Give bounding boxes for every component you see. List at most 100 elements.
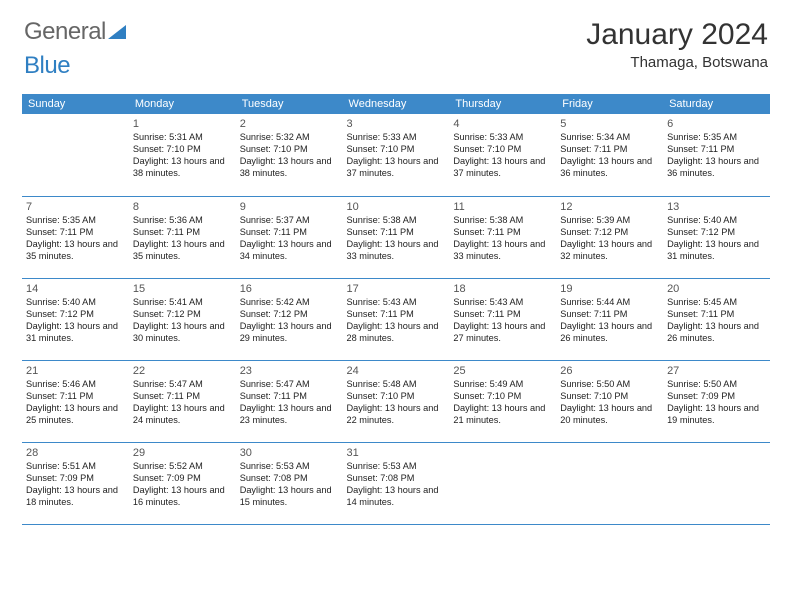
calendar-cell: 23Sunrise: 5:47 AMSunset: 7:11 PMDayligh… — [236, 360, 343, 442]
daylight-line: Daylight: 13 hours and 37 minutes. — [347, 156, 446, 180]
sunset-line: Sunset: 7:11 PM — [560, 309, 659, 321]
sunset-line: Sunset: 7:10 PM — [347, 391, 446, 403]
page-title: January 2024 — [586, 18, 768, 52]
daylight-line: Daylight: 13 hours and 23 minutes. — [240, 403, 339, 427]
day-number: 25 — [453, 364, 552, 378]
calendar-header-row: SundayMondayTuesdayWednesdayThursdayFrid… — [22, 94, 770, 114]
daylight-line: Daylight: 13 hours and 24 minutes. — [133, 403, 232, 427]
daylight-line: Daylight: 13 hours and 25 minutes. — [26, 403, 125, 427]
day-number: 16 — [240, 282, 339, 296]
daylight-line: Daylight: 13 hours and 28 minutes. — [347, 321, 446, 345]
daylight-line: Daylight: 13 hours and 38 minutes. — [240, 156, 339, 180]
sunrise-line: Sunrise: 5:50 AM — [667, 379, 766, 391]
day-number: 9 — [240, 200, 339, 214]
sunset-line: Sunset: 7:11 PM — [667, 309, 766, 321]
daylight-line: Daylight: 13 hours and 33 minutes. — [347, 239, 446, 263]
calendar-cell: 18Sunrise: 5:43 AMSunset: 7:11 PMDayligh… — [449, 278, 556, 360]
daylight-line: Daylight: 13 hours and 30 minutes. — [133, 321, 232, 345]
daylight-line: Daylight: 13 hours and 21 minutes. — [453, 403, 552, 427]
day-number: 14 — [26, 282, 125, 296]
sunset-line: Sunset: 7:10 PM — [453, 144, 552, 156]
calendar-cell: 7Sunrise: 5:35 AMSunset: 7:11 PMDaylight… — [22, 196, 129, 278]
sunset-line: Sunset: 7:11 PM — [26, 227, 125, 239]
day-number: 29 — [133, 446, 232, 460]
calendar-cell: 9Sunrise: 5:37 AMSunset: 7:11 PMDaylight… — [236, 196, 343, 278]
day-number: 4 — [453, 117, 552, 131]
sunrise-line: Sunrise: 5:31 AM — [133, 132, 232, 144]
calendar-cell: 17Sunrise: 5:43 AMSunset: 7:11 PMDayligh… — [343, 278, 450, 360]
sunrise-line: Sunrise: 5:52 AM — [133, 461, 232, 473]
sunrise-line: Sunrise: 5:51 AM — [26, 461, 125, 473]
sunset-line: Sunset: 7:12 PM — [240, 309, 339, 321]
day-number: 21 — [26, 364, 125, 378]
sunset-line: Sunset: 7:10 PM — [240, 144, 339, 156]
daylight-line: Daylight: 13 hours and 35 minutes. — [26, 239, 125, 263]
day-header: Tuesday — [236, 94, 343, 114]
day-header: Saturday — [663, 94, 770, 114]
daylight-line: Daylight: 13 hours and 14 minutes. — [347, 485, 446, 509]
daylight-line: Daylight: 13 hours and 22 minutes. — [347, 403, 446, 427]
logo-triangle-icon — [108, 18, 126, 46]
sunrise-line: Sunrise: 5:45 AM — [667, 297, 766, 309]
sunrise-line: Sunrise: 5:38 AM — [347, 215, 446, 227]
sunrise-line: Sunrise: 5:34 AM — [560, 132, 659, 144]
day-number: 17 — [347, 282, 446, 296]
calendar-cell: 29Sunrise: 5:52 AMSunset: 7:09 PMDayligh… — [129, 442, 236, 524]
sunrise-line: Sunrise: 5:50 AM — [560, 379, 659, 391]
daylight-line: Daylight: 13 hours and 38 minutes. — [133, 156, 232, 180]
header: GeneralBlue January 2024 Thamaga, Botswa… — [0, 0, 792, 88]
daylight-line: Daylight: 13 hours and 20 minutes. — [560, 403, 659, 427]
sunset-line: Sunset: 7:09 PM — [133, 473, 232, 485]
daylight-line: Daylight: 13 hours and 29 minutes. — [240, 321, 339, 345]
daylight-line: Daylight: 13 hours and 36 minutes. — [560, 156, 659, 180]
day-number: 24 — [347, 364, 446, 378]
sunset-line: Sunset: 7:11 PM — [240, 391, 339, 403]
calendar-cell: 6Sunrise: 5:35 AMSunset: 7:11 PMDaylight… — [663, 114, 770, 196]
day-number: 8 — [133, 200, 232, 214]
sunset-line: Sunset: 7:11 PM — [453, 309, 552, 321]
sunset-line: Sunset: 7:08 PM — [347, 473, 446, 485]
day-number: 22 — [133, 364, 232, 378]
sunset-line: Sunset: 7:12 PM — [26, 309, 125, 321]
sunrise-line: Sunrise: 5:41 AM — [133, 297, 232, 309]
sunrise-line: Sunrise: 5:46 AM — [26, 379, 125, 391]
sunset-line: Sunset: 7:12 PM — [133, 309, 232, 321]
sunrise-line: Sunrise: 5:39 AM — [560, 215, 659, 227]
sunrise-line: Sunrise: 5:42 AM — [240, 297, 339, 309]
calendar-cell: 15Sunrise: 5:41 AMSunset: 7:12 PMDayligh… — [129, 278, 236, 360]
sunset-line: Sunset: 7:11 PM — [560, 144, 659, 156]
day-header: Friday — [556, 94, 663, 114]
sunrise-line: Sunrise: 5:53 AM — [347, 461, 446, 473]
sunset-line: Sunset: 7:09 PM — [26, 473, 125, 485]
calendar-cell: 16Sunrise: 5:42 AMSunset: 7:12 PMDayligh… — [236, 278, 343, 360]
day-number: 6 — [667, 117, 766, 131]
daylight-line: Daylight: 13 hours and 16 minutes. — [133, 485, 232, 509]
daylight-line: Daylight: 13 hours and 27 minutes. — [453, 321, 552, 345]
day-number: 11 — [453, 200, 552, 214]
sunrise-line: Sunrise: 5:44 AM — [560, 297, 659, 309]
calendar-body: 1Sunrise: 5:31 AMSunset: 7:10 PMDaylight… — [22, 114, 770, 524]
calendar-cell: 13Sunrise: 5:40 AMSunset: 7:12 PMDayligh… — [663, 196, 770, 278]
calendar-cell: 10Sunrise: 5:38 AMSunset: 7:11 PMDayligh… — [343, 196, 450, 278]
daylight-line: Daylight: 13 hours and 36 minutes. — [667, 156, 766, 180]
sunset-line: Sunset: 7:12 PM — [667, 227, 766, 239]
calendar-cell: 12Sunrise: 5:39 AMSunset: 7:12 PMDayligh… — [556, 196, 663, 278]
calendar-thead: SundayMondayTuesdayWednesdayThursdayFrid… — [22, 94, 770, 114]
daylight-line: Daylight: 13 hours and 37 minutes. — [453, 156, 552, 180]
sunset-line: Sunset: 7:10 PM — [133, 144, 232, 156]
day-number: 15 — [133, 282, 232, 296]
sunrise-line: Sunrise: 5:32 AM — [240, 132, 339, 144]
calendar-cell: 11Sunrise: 5:38 AMSunset: 7:11 PMDayligh… — [449, 196, 556, 278]
daylight-line: Daylight: 13 hours and 15 minutes. — [240, 485, 339, 509]
calendar-cell: 1Sunrise: 5:31 AMSunset: 7:10 PMDaylight… — [129, 114, 236, 196]
calendar-cell — [449, 442, 556, 524]
calendar-week-row: 7Sunrise: 5:35 AMSunset: 7:11 PMDaylight… — [22, 196, 770, 278]
sunset-line: Sunset: 7:10 PM — [347, 144, 446, 156]
sunrise-line: Sunrise: 5:49 AM — [453, 379, 552, 391]
calendar-cell: 20Sunrise: 5:45 AMSunset: 7:11 PMDayligh… — [663, 278, 770, 360]
daylight-line: Daylight: 13 hours and 18 minutes. — [26, 485, 125, 509]
calendar-cell: 31Sunrise: 5:53 AMSunset: 7:08 PMDayligh… — [343, 442, 450, 524]
sunset-line: Sunset: 7:11 PM — [347, 227, 446, 239]
day-number: 28 — [26, 446, 125, 460]
calendar-cell: 3Sunrise: 5:33 AMSunset: 7:10 PMDaylight… — [343, 114, 450, 196]
